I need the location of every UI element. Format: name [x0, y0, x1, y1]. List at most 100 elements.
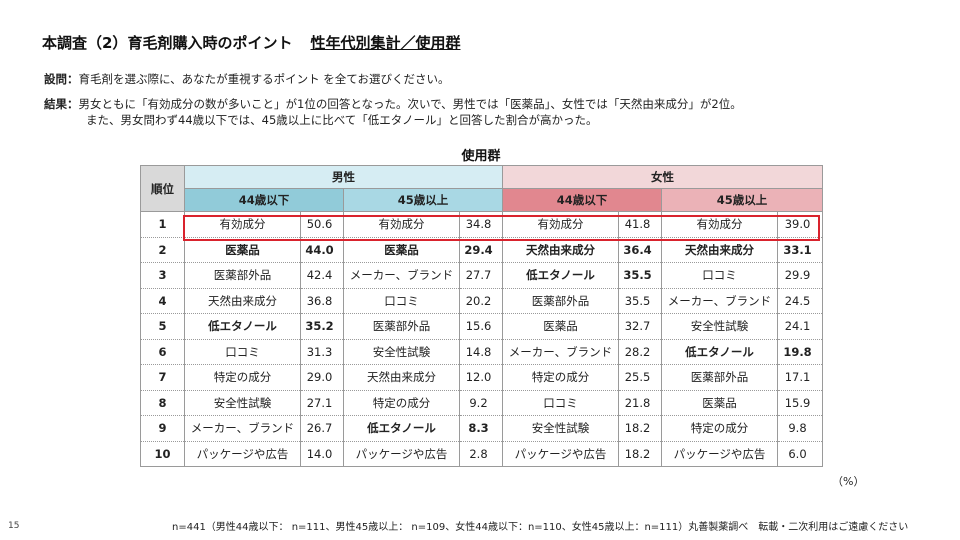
value-cell: 19.8 — [777, 338, 823, 365]
value-cell: 35.5 — [618, 287, 662, 314]
rank-cell: 4 — [140, 287, 185, 314]
item-cell: 天然由来成分 — [343, 364, 460, 391]
item-cell: 口コミ — [343, 287, 460, 314]
group-header-female-45: 45歳以上 — [661, 188, 823, 212]
rank-cell: 2 — [140, 236, 185, 263]
item-cell: 口コミ — [502, 389, 619, 416]
item-cell: 医薬部外品 — [661, 364, 778, 391]
value-cell: 24.5 — [777, 287, 823, 314]
table-row: 9 メーカー、ブランド 26.7 低エタノール 8.3 安全性試験 18.2 特定の成分 9.8 — [140, 415, 823, 442]
item-cell: 安全性試験 — [661, 313, 778, 340]
ranking-table: 順位 男性 女性 44歳以下 45歳以上 44歳以下 45歳以上 1 有効成分 50… — [140, 165, 823, 467]
group-header-male-44: 44歳以下 — [184, 188, 344, 212]
value-cell: 50.6 — [300, 211, 344, 238]
value-cell: 8.3 — [459, 415, 503, 442]
result-block: 結果：男女ともに「有効成分の数が多いこと」が1位の回答となった。次いで、男性では… — [44, 96, 742, 128]
value-cell: 44.0 — [300, 236, 344, 263]
item-cell: パッケージや広告 — [343, 440, 460, 467]
value-cell: 9.8 — [777, 415, 823, 442]
value-cell: 34.8 — [459, 211, 503, 238]
rank-cell: 10 — [140, 440, 185, 467]
rank-cell: 9 — [140, 415, 185, 442]
page-title: 本調査（2）育毛剤購入時のポイント 性年代別集計／使用群 — [42, 32, 460, 53]
rank-cell: 7 — [140, 364, 185, 391]
item-cell: 低エタノール — [184, 313, 301, 340]
question-label: 設問： — [44, 72, 79, 86]
page-number: 15 — [8, 521, 20, 531]
table-caption: 使用群 — [461, 149, 501, 164]
result-label: 結果： — [44, 97, 79, 111]
value-cell: 21.8 — [618, 389, 662, 416]
value-cell: 39.0 — [777, 211, 823, 238]
question-line: 設問：育毛剤を選ぶ際に、あなたが重視するポイント を全てお選びください。 — [44, 71, 449, 87]
value-cell: 42.4 — [300, 262, 344, 289]
result-line-2: また、男女問わず44歳以下では、45歳以上に比べて「低エタノール」と回答した割合… — [86, 113, 598, 127]
item-cell: 低エタノール — [343, 415, 460, 442]
result-line-1: 男女ともに「有効成分の数が多いこと」が1位の回答となった。次いで、男性では「医薬… — [78, 97, 742, 111]
item-cell: 有効成分 — [343, 211, 460, 238]
value-cell: 25.5 — [618, 364, 662, 391]
table-row: 6 口コミ 31.3 安全性試験 14.8 メーカー、ブランド 28.2 低エタノール 19.8 — [140, 338, 823, 365]
value-cell: 29.4 — [459, 236, 503, 263]
item-cell: 特定の成分 — [502, 364, 619, 391]
value-cell: 29.9 — [777, 262, 823, 289]
item-cell: 低エタノール — [502, 262, 619, 289]
item-cell: 口コミ — [661, 262, 778, 289]
table-row: 2 医薬品 44.0 医薬品 29.4 天然由来成分 36.4 天然由来成分 33.1 — [140, 236, 823, 263]
group-header-male-45: 45歳以上 — [343, 188, 503, 212]
item-cell: 特定の成分 — [184, 364, 301, 391]
value-cell: 29.0 — [300, 364, 344, 391]
value-cell: 12.0 — [459, 364, 503, 391]
item-cell: メーカー、ブランド — [184, 415, 301, 442]
table-row: 4 天然由来成分 36.8 口コミ 20.2 医薬部外品 35.5 メーカー、ブランド 24.5 — [140, 287, 823, 314]
table-row: 8 安全性試験 27.1 特定の成分 9.2 口コミ 21.8 医薬品 15.9 — [140, 389, 823, 416]
value-cell: 36.4 — [618, 236, 662, 263]
item-cell: 天然由来成分 — [184, 287, 301, 314]
value-cell: 6.0 — [777, 440, 823, 467]
item-cell: メーカー、ブランド — [661, 287, 778, 314]
ranking-table-body: 1 有効成分 50.6 有効成分 34.8 有効成分 41.8 有効成分 39.0 2 医薬品 44.… — [140, 211, 823, 467]
value-cell: 15.9 — [777, 389, 823, 416]
item-cell: メーカー、ブランド — [502, 338, 619, 365]
value-cell: 41.8 — [618, 211, 662, 238]
item-cell: 特定の成分 — [343, 389, 460, 416]
value-cell: 2.8 — [459, 440, 503, 467]
title-main: 本調査（2）育毛剤購入時のポイント — [42, 34, 293, 52]
item-cell: 特定の成分 — [661, 415, 778, 442]
item-cell: 安全性試験 — [502, 415, 619, 442]
value-cell: 20.2 — [459, 287, 503, 314]
rank-cell: 1 — [140, 211, 185, 238]
item-cell: 有効成分 — [661, 211, 778, 238]
item-cell: 医薬品 — [661, 389, 778, 416]
value-cell: 31.3 — [300, 338, 344, 365]
value-cell: 18.2 — [618, 440, 662, 467]
table-row: 5 低エタノール 35.2 医薬部外品 15.6 医薬品 32.7 安全性試験 24.1 — [140, 313, 823, 340]
unit-label: （%） — [832, 475, 865, 488]
value-cell: 36.8 — [300, 287, 344, 314]
value-cell: 27.7 — [459, 262, 503, 289]
rank-cell: 8 — [140, 389, 185, 416]
title-subtitle: 性年代別集計／使用群 — [310, 34, 461, 52]
rank-header: 順位 — [140, 165, 185, 212]
table-row: 7 特定の成分 29.0 天然由来成分 12.0 特定の成分 25.5 医薬部外品 17.1 — [140, 364, 823, 391]
question-text: 育毛剤を選ぶ際に、あなたが重視するポイント を全てお選びください。 — [78, 72, 450, 86]
table-row: 3 医薬部外品 42.4 メーカー、ブランド 27.7 低エタノール 35.5 口コミ 29.9 — [140, 262, 823, 289]
value-cell: 18.2 — [618, 415, 662, 442]
item-cell: 医薬部外品 — [184, 262, 301, 289]
value-cell: 35.2 — [300, 313, 344, 340]
item-cell: 医薬品 — [184, 236, 301, 263]
male-header: 男性 — [184, 165, 503, 189]
item-cell: パッケージや広告 — [661, 440, 778, 467]
value-cell: 33.1 — [777, 236, 823, 263]
value-cell: 14.8 — [459, 338, 503, 365]
value-cell: 26.7 — [300, 415, 344, 442]
female-header: 女性 — [502, 165, 823, 189]
item-cell: メーカー、ブランド — [343, 262, 460, 289]
item-cell: 低エタノール — [661, 338, 778, 365]
item-cell: 安全性試験 — [343, 338, 460, 365]
value-cell: 9.2 — [459, 389, 503, 416]
value-cell: 14.0 — [300, 440, 344, 467]
table-row: 1 有効成分 50.6 有効成分 34.8 有効成分 41.8 有効成分 39.0 — [140, 211, 823, 238]
value-cell: 35.5 — [618, 262, 662, 289]
item-cell: 天然由来成分 — [502, 236, 619, 263]
